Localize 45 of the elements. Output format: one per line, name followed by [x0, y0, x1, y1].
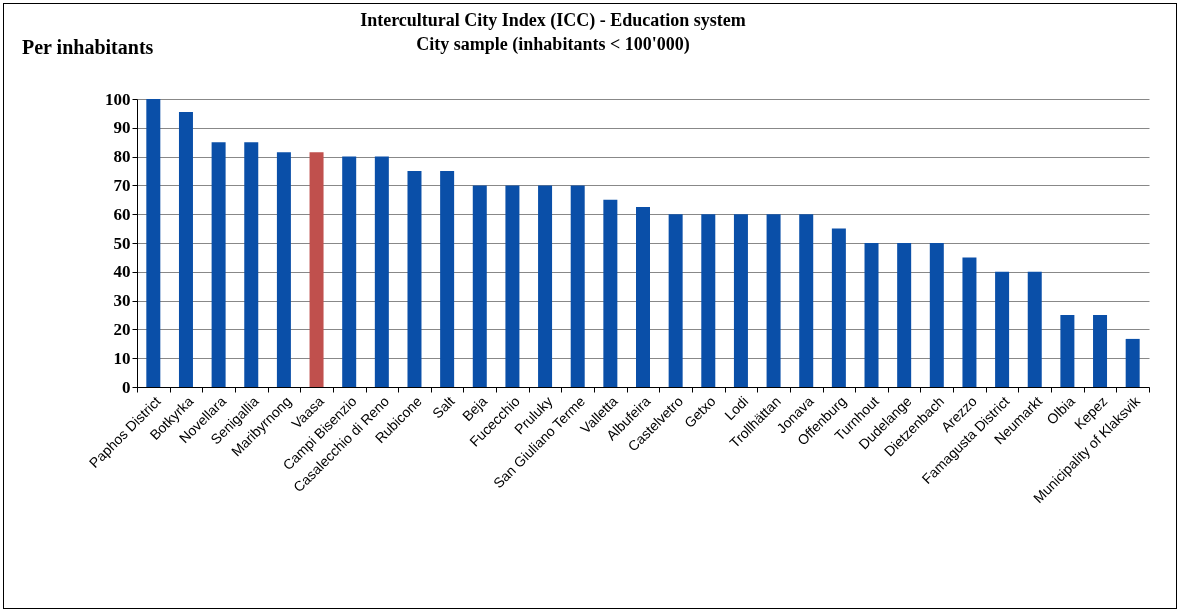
bar: [440, 171, 455, 387]
bar: [342, 156, 357, 387]
y-tick-label: 10: [113, 348, 131, 368]
y-tick-label: 0: [122, 377, 131, 397]
y-tick-label: 60: [113, 204, 131, 224]
y-tick-label: 70: [113, 175, 131, 195]
text: Per inhabitants: [22, 36, 154, 59]
bar: [244, 142, 259, 387]
bar: [505, 185, 520, 387]
bar: [995, 271, 1010, 387]
y-tick-label: 20: [113, 319, 131, 339]
bar: [1125, 338, 1140, 387]
chart-title: Intercultural City Index (ICC) - Education system City sample (inhabitants < 100'000): [360, 10, 746, 55]
bar: [766, 214, 781, 387]
y-tick-label: 40: [113, 262, 131, 282]
bar: [1093, 315, 1108, 387]
y-tick-label: 50: [113, 233, 131, 253]
bar: [1027, 271, 1042, 387]
x-tick-label: Salt: [429, 393, 458, 422]
y-tick-label: 30: [113, 291, 131, 311]
bar: [701, 214, 716, 387]
bar: [146, 99, 161, 387]
bar: [374, 156, 389, 387]
y-tick-label: 100: [105, 89, 131, 109]
bar: [668, 214, 683, 387]
bar: [897, 243, 912, 387]
bar: [211, 142, 226, 387]
bar: [929, 243, 944, 387]
bar: [603, 199, 618, 387]
y-tick-label: 90: [113, 118, 131, 138]
bar: [733, 214, 748, 387]
bar: [636, 207, 650, 387]
bar: [831, 228, 846, 387]
bar: [276, 152, 291, 387]
bar: [864, 243, 879, 387]
bar: [472, 185, 487, 387]
y-tick-label: 80: [113, 147, 131, 167]
bar: [407, 171, 422, 387]
bar: [538, 185, 553, 387]
bar: [570, 185, 585, 387]
bar: [799, 214, 814, 387]
bar: [1060, 315, 1075, 387]
bar: [178, 111, 193, 387]
bar: [309, 152, 324, 387]
bar: [962, 257, 977, 387]
